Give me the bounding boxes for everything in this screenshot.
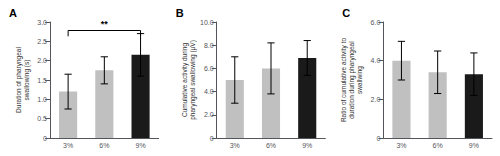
svg-text:6%: 6% bbox=[266, 142, 276, 149]
svg-text:4.0: 4.0 bbox=[204, 88, 214, 95]
svg-text:pharyngeal swallowing (μV): pharyngeal swallowing (μV) bbox=[189, 40, 197, 120]
svg-text:Cumulative activity during: Cumulative activity during bbox=[181, 43, 189, 117]
svg-text:C: C bbox=[342, 7, 350, 19]
svg-text:6%: 6% bbox=[433, 142, 443, 149]
svg-text:B: B bbox=[176, 7, 184, 19]
svg-text:8.0: 8.0 bbox=[204, 42, 214, 49]
svg-text:0: 0 bbox=[376, 135, 380, 142]
svg-text:1.5: 1.5 bbox=[37, 77, 47, 84]
svg-text:0: 0 bbox=[210, 135, 214, 142]
svg-text:swallowing (s): swallowing (s) bbox=[23, 60, 31, 101]
svg-text:2.5: 2.5 bbox=[37, 38, 47, 45]
svg-text:9%: 9% bbox=[302, 142, 312, 149]
svg-text:3.0: 3.0 bbox=[37, 19, 47, 26]
svg-text:2.0: 2.0 bbox=[204, 111, 214, 118]
svg-text:2.0: 2.0 bbox=[37, 57, 47, 64]
svg-text:3%: 3% bbox=[230, 142, 240, 149]
svg-text:2.0: 2.0 bbox=[371, 96, 381, 103]
svg-text:3%: 3% bbox=[396, 142, 406, 149]
svg-text:duration during pharyngeal: duration during pharyngeal bbox=[348, 41, 356, 119]
svg-text:swallwing: swallwing bbox=[356, 66, 364, 94]
svg-text:Duration of pharyngeal: Duration of pharyngeal bbox=[15, 47, 23, 113]
svg-text:1.0: 1.0 bbox=[37, 96, 47, 103]
svg-text:Ratio of cumulative activity t: Ratio of cumulative activity to bbox=[340, 38, 348, 123]
svg-text:3%: 3% bbox=[63, 142, 73, 149]
svg-text:6.0: 6.0 bbox=[371, 19, 381, 26]
svg-text:6.0: 6.0 bbox=[204, 65, 214, 72]
svg-text:0.5: 0.5 bbox=[37, 115, 47, 122]
svg-text:6%: 6% bbox=[99, 142, 109, 149]
svg-text:4.0: 4.0 bbox=[371, 57, 381, 64]
svg-text:**: ** bbox=[101, 19, 109, 29]
svg-text:0: 0 bbox=[43, 135, 47, 142]
svg-text:A: A bbox=[9, 7, 17, 19]
svg-text:9%: 9% bbox=[135, 142, 145, 149]
svg-text:9%: 9% bbox=[469, 142, 479, 149]
svg-text:10.0: 10.0 bbox=[200, 19, 214, 26]
